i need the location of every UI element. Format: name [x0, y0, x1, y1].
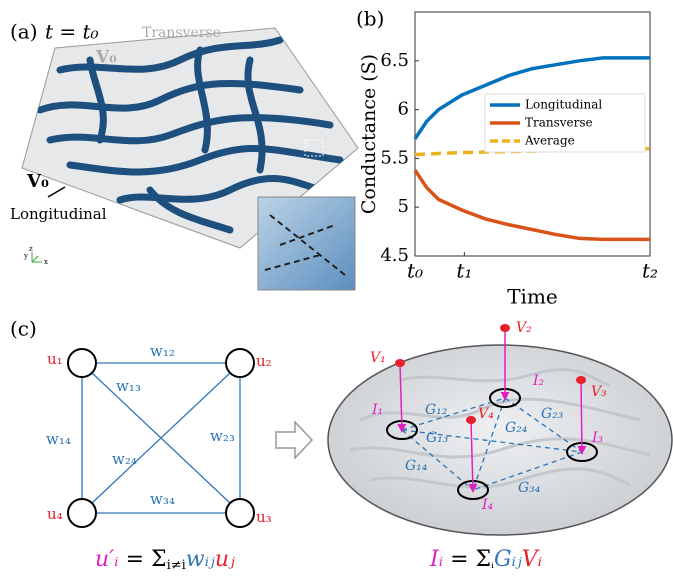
y-tick-label: 4.5 — [380, 245, 409, 266]
panel-b: (b) 4.5 5 5.5 6 6.5 t₀ t₁ t₂ Time Conductance (S) L… — [356, 7, 658, 309]
formula-part: Iᵢ — [429, 547, 443, 572]
node-labels: u₁ u₂ u₃ u₄ w₁₂ w₁₃ w₁₄ w₂₃ w₂₄ w₃₄ — [46, 342, 272, 526]
disk-labels: V₁ V₂ V₃ V₄ I₁ I₂ I₃ I₄ G₁₂ G₁₃ G₁₄ G₂₃ … — [370, 320, 607, 513]
voltage-label: V₄ — [478, 406, 494, 422]
formula-part: ᵢ — [491, 556, 494, 572]
current-label: I₂ — [532, 373, 545, 389]
panel-a: (a) t = t₀ Transverse V₀ V₀ Longitudinal… — [10, 20, 359, 291]
conductance-label: G₂₄ — [505, 420, 528, 436]
conductance-label: G₁₃ — [426, 430, 449, 446]
formula-part: Vᵢ — [522, 547, 542, 572]
inset — [257, 196, 356, 291]
stripes — [36, 36, 344, 234]
voltage-probes — [395, 324, 586, 424]
zoom-box — [304, 139, 324, 157]
electrodes — [386, 388, 598, 500]
transverse-label: Transverse — [142, 25, 221, 41]
formula-part: wᵢⱼ — [186, 547, 215, 572]
voltage-label: V₀ — [95, 48, 117, 68]
current-label: I₁ — [371, 402, 383, 418]
x-tick-label: t₀ — [407, 259, 423, 283]
formula: u′ᵢ = Σi≠iwᵢⱼuⱼ — [95, 547, 235, 573]
line — [413, 169, 650, 242]
edge-label: w₁₃ — [116, 377, 141, 395]
axis-z: z — [29, 245, 33, 253]
panel-label: (c) — [10, 317, 37, 341]
formula: Iᵢ = ΣᵢGᵢⱼVᵢ — [429, 547, 542, 572]
conductance-label: G₁₂ — [425, 402, 448, 418]
formula-part: i≠i — [167, 558, 186, 573]
axis-x: x — [44, 258, 48, 266]
time-label: t = t₀ — [45, 20, 99, 44]
arrow — [275, 420, 314, 460]
conductance-edges — [401, 397, 583, 491]
panel-c: (c) u₁ u₂ u₃ u₄ w₁₂ w₁₃ w₁₄ w₂₃ w₂₄ w₃₄ … — [10, 317, 673, 573]
formula-part: u′ᵢ — [95, 547, 119, 572]
voltage-label: V₀ — [26, 171, 49, 192]
y-axis-label: Conductance (S) — [358, 54, 380, 214]
x-axis-label: Time — [507, 285, 558, 309]
panel-label: (b) — [356, 7, 384, 31]
node-label: u₃ — [256, 508, 272, 526]
edge-label: w₂₄ — [112, 450, 137, 468]
voltage-label: V₁ — [370, 350, 386, 366]
conductance-label: G₂₃ — [541, 406, 564, 422]
current-arrows — [397, 328, 587, 493]
disk-pattern — [349, 368, 651, 489]
graph-edges — [81, 362, 241, 514]
formula-part: = Σ — [119, 547, 167, 572]
node-label: u₁ — [47, 350, 63, 368]
arrow — [47, 186, 66, 198]
edge-label: w₂₃ — [210, 427, 235, 445]
conductance-label: G₃₄ — [518, 480, 541, 496]
legend-label: Transverse — [525, 116, 593, 130]
y-tick-label: 5 — [398, 196, 409, 217]
edge-label: w₁₂ — [150, 342, 175, 360]
formula-part: = Σ — [443, 547, 491, 572]
legend-label: Longitudinal — [525, 98, 602, 112]
node-label: u₄ — [47, 505, 63, 523]
edge-label: w₁₄ — [46, 430, 71, 448]
graph-nodes — [67, 348, 255, 528]
sample-disk — [327, 344, 673, 536]
line — [413, 56, 650, 140]
axis-y: y — [23, 252, 28, 260]
voltage-label: V₂ — [516, 320, 532, 336]
current-label: I₃ — [591, 430, 604, 446]
voltage-label: V₃ — [591, 384, 607, 400]
legend-label: Average — [524, 134, 575, 148]
x-tick-label: t₂ — [642, 259, 658, 283]
formula-part: uⱼ — [215, 547, 235, 572]
inset-arrows — [264, 214, 346, 276]
formula-part: Gᵢⱼ — [494, 547, 522, 572]
edge-label: w₃₄ — [150, 490, 175, 508]
panel-label: (a) — [10, 20, 38, 44]
y-tick-label: 5.5 — [380, 147, 409, 168]
y-tick-label: 6 — [398, 99, 409, 120]
triad — [31, 252, 42, 263]
longitudinal-label: Longitudinal — [10, 205, 107, 223]
y-tick-label: 6.5 — [380, 50, 409, 71]
conductance-label: G₁₄ — [405, 458, 428, 474]
node-label: u₂ — [256, 352, 272, 370]
current-label: I₄ — [481, 497, 494, 513]
x-tick-label: t₁ — [456, 259, 472, 283]
